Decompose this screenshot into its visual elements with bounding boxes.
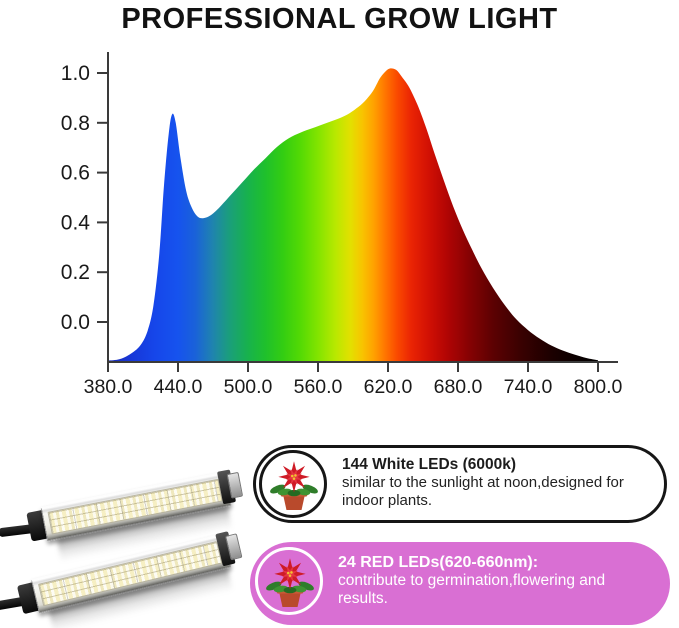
callout-white-leds: 144 White LEDs (6000k) similar to the su… <box>253 445 667 523</box>
spectrum-area <box>108 68 598 362</box>
y-tick-label: 0.6 <box>61 162 90 185</box>
y-tick-label: 1.0 <box>61 62 90 85</box>
x-tick-label: 380.0 <box>84 376 133 398</box>
x-tick-label: 440.0 <box>154 376 203 398</box>
red-leds-title: 24 RED LEDs(620-660nm): <box>338 554 539 571</box>
poinsettia-photo-badge <box>255 547 323 615</box>
y-tick-label: 0.0 <box>61 311 90 334</box>
poinsettia-icon <box>264 558 316 607</box>
x-axis-ticks: 380.0 440.0 500.0 560.0 620.0 680.0 740.0 800.0 <box>84 362 623 398</box>
poinsettia-icon <box>268 461 320 510</box>
y-tick-label: 0.8 <box>61 112 90 135</box>
callout-red-leds: 24 RED LEDs(620-660nm): contribute to ge… <box>250 542 670 625</box>
y-axis-ticks: 1.0 0.8 0.6 0.4 0.2 0.0 <box>61 62 108 334</box>
y-tick-label: 0.2 <box>61 261 90 284</box>
poinsettia-photo-badge <box>259 450 327 518</box>
x-tick-label: 560.0 <box>294 376 343 398</box>
led-bar-top <box>0 469 244 563</box>
x-tick-label: 740.0 <box>504 376 553 398</box>
y-tick-label: 0.4 <box>61 211 91 234</box>
white-leds-title: 144 White LEDs (6000k) <box>342 456 517 473</box>
page-title: PROFESSIONAL GROW LIGHT <box>121 3 558 35</box>
spectrum-chart: 1.0 0.8 0.6 0.4 0.2 0.0 380.0 440.0 500.0 560.0 6… <box>61 52 623 398</box>
white-leds-description: similar to the sunlight at noon,designed… <box>342 474 624 509</box>
x-tick-label: 680.0 <box>434 376 483 398</box>
x-tick-label: 620.0 <box>364 376 413 398</box>
x-tick-label: 500.0 <box>224 376 273 398</box>
x-tick-label: 800.0 <box>574 376 623 398</box>
red-leds-description: contribute to germination,flowering and … <box>338 572 606 607</box>
